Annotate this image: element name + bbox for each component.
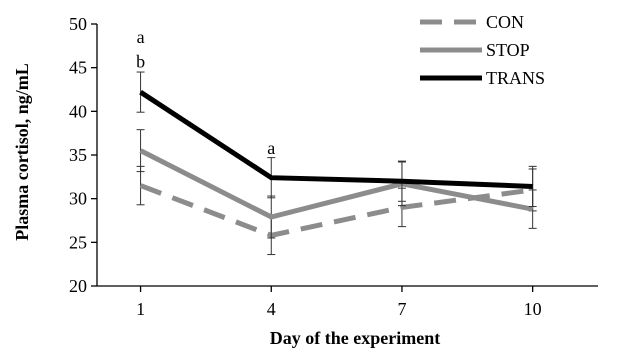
x-tick-label: 4 bbox=[267, 299, 276, 319]
series-layer bbox=[136, 71, 537, 256]
significance-letter: b bbox=[136, 52, 145, 72]
error-bar-trans bbox=[136, 71, 145, 113]
series-line-trans bbox=[139, 90, 533, 189]
y-tick-label: 35 bbox=[69, 145, 87, 165]
x-tick-label: 7 bbox=[397, 299, 406, 319]
x-tick-label: 1 bbox=[136, 299, 145, 319]
y-tick-label: 30 bbox=[69, 189, 87, 209]
y-tick-label: 45 bbox=[69, 58, 87, 78]
legend-item-trans: TRANS bbox=[420, 68, 545, 88]
legend-label-stop: STOP bbox=[486, 40, 530, 60]
series-trans bbox=[136, 71, 537, 208]
significance-letter: a bbox=[137, 27, 145, 47]
legend-item-con: CON bbox=[420, 12, 524, 32]
axes: 20 25 30 35 40 45 50 1 4 7 10 bbox=[69, 14, 598, 319]
legend-label-con: CON bbox=[486, 12, 524, 32]
y-tick-label: 25 bbox=[69, 232, 87, 252]
series-line-con bbox=[139, 183, 533, 238]
x-axis-title: Day of the experiment bbox=[270, 328, 440, 348]
x-tick-label: 10 bbox=[524, 299, 542, 319]
y-tick-label: 20 bbox=[69, 276, 87, 296]
y-tick-label: 40 bbox=[69, 101, 87, 121]
legend-item-stop: STOP bbox=[420, 40, 530, 60]
legend-label-trans: TRANS bbox=[486, 68, 545, 88]
y-axis-title: Plasma cortisol, ng/mL bbox=[12, 63, 32, 241]
legend: CON STOP TRANS bbox=[420, 12, 545, 88]
significance-letter: a bbox=[267, 138, 275, 158]
y-tick-label: 50 bbox=[69, 14, 87, 34]
series-line-stop bbox=[139, 148, 534, 220]
annotations: aba bbox=[136, 27, 275, 158]
